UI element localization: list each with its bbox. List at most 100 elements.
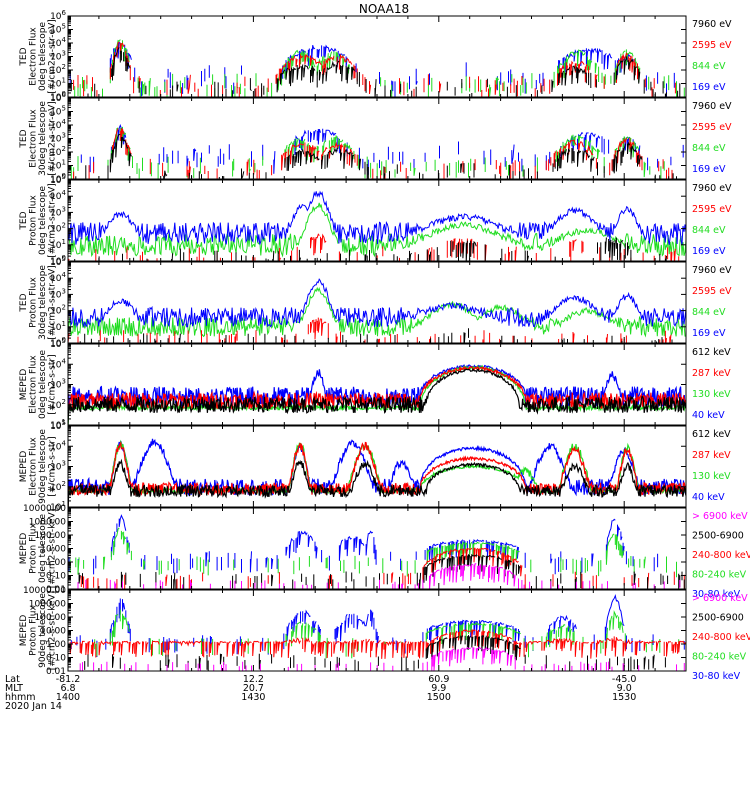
y-tick-label: 1.00 bbox=[46, 640, 66, 650]
series-240-800-kev bbox=[68, 629, 686, 659]
y-axis-title-line: [#/cm2-s-str-eV] bbox=[47, 101, 57, 176]
series-line bbox=[84, 634, 666, 671]
series-612-kev bbox=[68, 458, 686, 507]
legend-entry: 40 keV bbox=[692, 492, 725, 503]
series-2595-ev bbox=[68, 233, 680, 261]
series-844-ev bbox=[70, 126, 665, 179]
series-2595-ev bbox=[68, 128, 673, 179]
series-844-ev bbox=[74, 39, 685, 97]
series-line bbox=[68, 190, 686, 245]
series-2595-ev bbox=[68, 317, 672, 343]
panel-ted-p-0-data bbox=[68, 190, 686, 261]
series-844-ev bbox=[68, 202, 686, 258]
x-tick-mlt: 9.9 bbox=[431, 683, 446, 694]
y-axis-title-line: TED bbox=[19, 211, 29, 230]
series-line bbox=[68, 367, 686, 425]
x-tick-lat: 60.9 bbox=[428, 674, 449, 685]
x-row-label: Lat bbox=[5, 674, 20, 685]
legend-entry: 612 keV bbox=[692, 347, 731, 358]
panel-meped-e-90-data bbox=[68, 438, 686, 507]
series-30-80-kev bbox=[70, 594, 685, 657]
series-line bbox=[69, 527, 677, 578]
plot-frame bbox=[67, 589, 687, 672]
y-axis-title-line: 0deg telescope bbox=[38, 186, 48, 256]
series-7960-ev bbox=[70, 47, 681, 97]
series-line bbox=[68, 233, 680, 261]
series-line bbox=[77, 563, 681, 589]
legend-entry: 2595 eV bbox=[692, 122, 732, 133]
y-axis-title-line: Electron Flux bbox=[28, 437, 38, 496]
x-tick-mlt: 6.8 bbox=[60, 683, 75, 694]
plot-frame bbox=[67, 343, 687, 426]
series-line bbox=[68, 202, 686, 258]
y-axis-title-line: Electron Flux bbox=[28, 109, 38, 168]
legend-entry: 287 keV bbox=[692, 368, 731, 379]
y-axis-title-line: Proton Flux bbox=[28, 523, 38, 574]
series-line bbox=[68, 237, 667, 261]
series-169-ev bbox=[68, 278, 686, 329]
legend-entry: 169 eV bbox=[692, 328, 726, 339]
panel-meped-e-0-data bbox=[68, 364, 686, 425]
legend-entry: > 6900 keV bbox=[692, 511, 748, 522]
y-axis-title-line: [#/cm2-s-str] bbox=[47, 354, 57, 414]
x-tick-hhmm: 1430 bbox=[241, 692, 265, 703]
y-axis-title-line: Electron Flux bbox=[28, 355, 38, 414]
x-tick-lat: -45.0 bbox=[612, 674, 637, 685]
x-tick-lat: 12.2 bbox=[243, 674, 264, 685]
y-axis-title-line: [#/cm2-s-str-keV] bbox=[47, 591, 57, 670]
legend-entry: 80-240 keV bbox=[692, 570, 747, 581]
y-axis-title-line: TED bbox=[19, 129, 29, 148]
y-axis-title-line: [#/cm2-s-str-eV] bbox=[47, 183, 57, 258]
x-row-label: MLT bbox=[5, 683, 23, 694]
series-line bbox=[68, 438, 686, 506]
y-tick-label: 0.10 bbox=[46, 654, 66, 664]
y-tick-label: 1000.00 bbox=[29, 518, 66, 528]
legend-entry: 30-80 keV bbox=[692, 671, 741, 682]
legend-entry: 844 eV bbox=[692, 61, 726, 72]
y-axis-title-line: [#/cm2-s-str-eV] bbox=[47, 19, 57, 94]
y-axis-title-line: 90deg telescope bbox=[38, 429, 48, 504]
y-axis-title-line: [#/cm2-s-str] bbox=[47, 436, 57, 496]
panel-meped-p-90: 0.01 0.10 1.00 10.00 100.00 1000.00 10000.00 ME… bbox=[19, 586, 750, 682]
series-line bbox=[68, 286, 686, 338]
legend-entry: 2595 eV bbox=[692, 40, 732, 51]
y-axis-title-line: MEPED bbox=[19, 369, 29, 401]
legend-entry: 169 eV bbox=[692, 164, 726, 175]
legend-entry: 130 keV bbox=[692, 471, 731, 482]
x-row-label: hhmm bbox=[5, 692, 36, 703]
legend-entry: 2500-6900 bbox=[692, 531, 744, 542]
y-axis-title-line: Proton Flux bbox=[28, 195, 38, 246]
series-30-80-kev bbox=[68, 514, 659, 575]
y-axis-title-line: 30deg telescope bbox=[38, 265, 48, 340]
series-line bbox=[68, 514, 659, 575]
y-tick-label: 0.01 bbox=[46, 667, 66, 677]
legend-entry: 612 keV bbox=[692, 429, 731, 440]
panel-ted-e-0-data bbox=[69, 39, 685, 97]
series-2500-6900 bbox=[84, 634, 666, 671]
legend-entry: 7960 eV bbox=[692, 101, 732, 112]
legend-entry: 30-80 keV bbox=[692, 589, 741, 600]
series-7960-ev bbox=[79, 328, 673, 343]
figure-title: NOAA18 bbox=[359, 2, 409, 16]
legend-entry: 844 eV bbox=[692, 307, 726, 318]
series-line bbox=[68, 317, 672, 343]
series-80-240-kev bbox=[69, 527, 677, 578]
series-844-ev bbox=[68, 286, 686, 338]
legend-entry: 240-800 keV bbox=[692, 550, 750, 561]
x-tick-hhmm: 1400 bbox=[56, 692, 80, 703]
y-tick-label: 0.10 bbox=[46, 572, 66, 582]
y-axis-title-line: Proton Flux bbox=[28, 605, 38, 656]
series-7960-ev bbox=[68, 237, 667, 261]
series-line bbox=[68, 441, 686, 507]
series-line bbox=[68, 458, 686, 507]
y-tick-label: 100.00 bbox=[35, 531, 67, 541]
legend-entry: 2595 eV bbox=[692, 286, 732, 297]
legend-entry: 2595 eV bbox=[692, 204, 732, 215]
y-axis-title-line: 0deg telescope bbox=[38, 22, 48, 92]
